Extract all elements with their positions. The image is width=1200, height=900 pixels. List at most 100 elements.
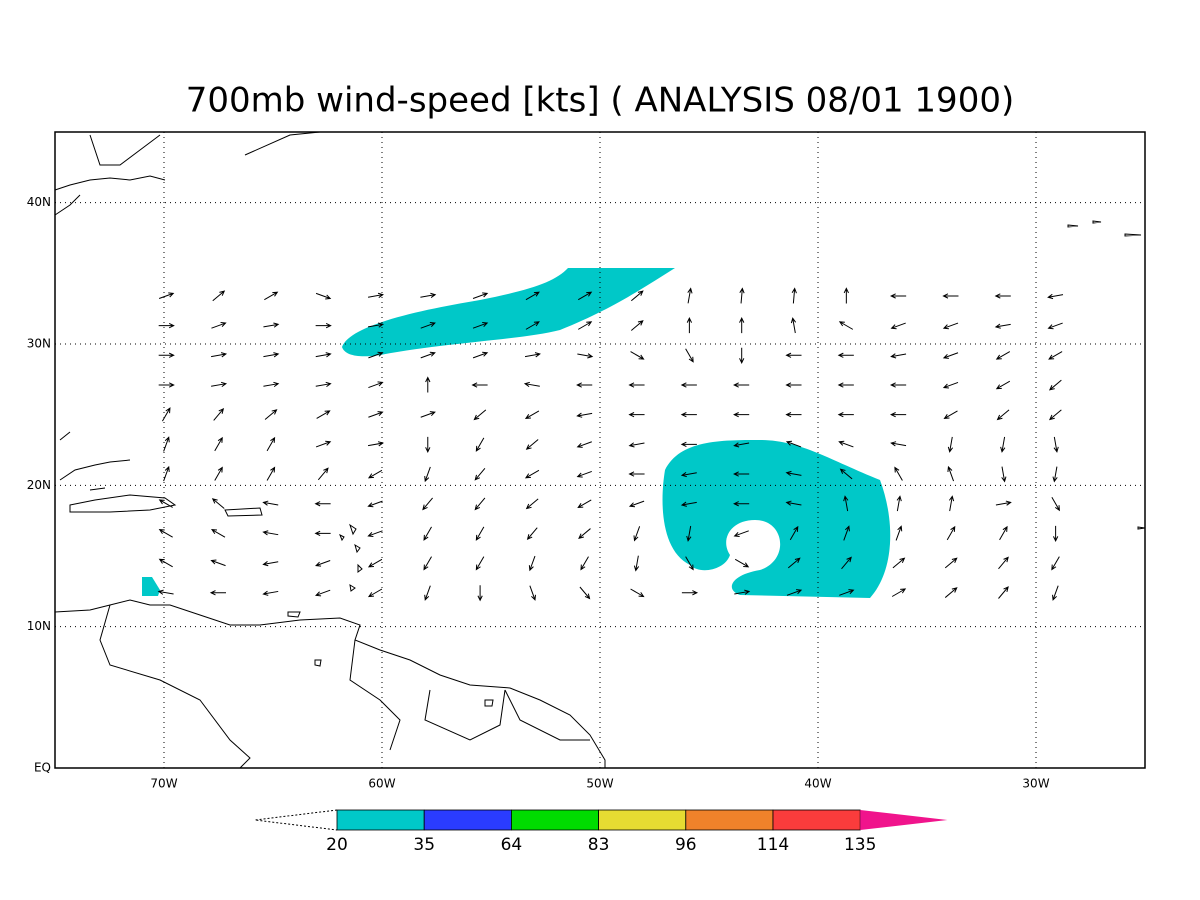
coastline — [287, 220, 1146, 707]
wind-arrow — [734, 589, 751, 595]
wind-arrow — [1051, 556, 1060, 571]
colorbar-box — [336, 809, 425, 831]
wind-arrow — [213, 408, 225, 421]
wind-arrow — [628, 471, 645, 477]
wind-arrow — [163, 436, 170, 452]
wind-arrow — [996, 409, 1010, 421]
colorbar-label: 114 — [757, 835, 789, 855]
wind-arrow — [890, 441, 907, 447]
y-tick-label: 40N — [27, 195, 51, 209]
map-title: 700mb wind-speed [kts] ( ANALYSIS 08/01 … — [186, 81, 1014, 121]
wind-arrow — [786, 589, 803, 596]
wind-arrow — [266, 436, 276, 452]
wind-arrow — [576, 412, 593, 418]
wind-arrow — [577, 321, 593, 330]
wind-arrow — [837, 352, 854, 358]
wind-arrow — [843, 287, 849, 304]
wind-arrow — [525, 439, 539, 450]
wind-arrow — [317, 467, 329, 481]
wind-arrow — [942, 293, 959, 299]
wind-arrow — [264, 291, 279, 301]
wind-arrow — [894, 466, 903, 481]
wind-arrow — [368, 411, 384, 418]
wind-arrow — [315, 589, 331, 597]
colorbar-box — [772, 809, 861, 831]
wind-arrow — [891, 588, 907, 597]
wind-arrow — [266, 466, 276, 481]
wind-arrow — [163, 465, 170, 482]
wind-arrow — [420, 322, 436, 329]
wind-arrow — [733, 471, 750, 477]
wind-arrow — [995, 500, 1012, 506]
wind-arrow — [680, 382, 697, 388]
wind-arrow — [733, 530, 749, 537]
wind-arrow — [686, 525, 692, 542]
wind-arrow — [211, 529, 226, 538]
wind-arrow — [890, 353, 907, 359]
wind-arrow — [263, 352, 280, 358]
wind-arrow — [942, 381, 959, 389]
wind-arrow — [472, 322, 489, 329]
wind-arrow — [739, 316, 745, 334]
wind-arrow — [739, 287, 745, 304]
wind-arrow — [733, 382, 750, 388]
wind-arrow — [158, 292, 175, 299]
wind-arrow — [785, 500, 802, 506]
y-tick-label: 30N — [27, 337, 51, 351]
wind-arrow — [214, 466, 223, 481]
shaded-area — [142, 577, 160, 596]
wind-arrow — [315, 292, 332, 300]
wind-arrow — [998, 586, 1009, 599]
wind-arrow — [628, 382, 645, 388]
wind-arrow — [680, 412, 697, 418]
wind-arrow — [843, 525, 850, 541]
wind-arrow — [474, 467, 486, 481]
wind-arrow — [210, 559, 226, 567]
colorbar: 20 35 64 83 96 114 135 — [254, 809, 948, 855]
colorbar-under — [254, 809, 338, 831]
wind-arrow — [425, 376, 431, 393]
wind-arrow — [262, 561, 279, 567]
shaded-area — [342, 268, 675, 357]
wind-arrow — [680, 501, 697, 507]
wind-arrow — [946, 525, 956, 541]
wind-arrow — [580, 556, 589, 571]
wind-arrow — [733, 442, 750, 448]
wind-arrow — [425, 436, 431, 453]
wind-arrow — [525, 291, 540, 301]
wind-arrow — [630, 588, 645, 598]
wind-arrow — [944, 587, 958, 598]
wind-arrow — [477, 585, 483, 602]
wind-arrow — [838, 440, 854, 448]
wind-arrow — [473, 409, 487, 421]
wind-arrow — [368, 351, 384, 359]
wind-arrow — [424, 466, 431, 483]
wind-arrow — [423, 526, 432, 541]
wind-arrow — [681, 590, 699, 596]
wind-arrow — [890, 322, 906, 330]
wind-arrow — [892, 557, 906, 569]
wind-arrow — [995, 351, 1011, 360]
wind-arrow — [837, 382, 854, 388]
wind-arrow — [1047, 293, 1064, 300]
wind-arrow — [316, 410, 331, 419]
wind-arrow — [1047, 322, 1063, 330]
wind-arrow — [1048, 409, 1062, 421]
wind-arrow — [577, 499, 592, 509]
wind-arrow — [841, 556, 852, 570]
wind-arrows — [157, 287, 1064, 602]
wind-arrow — [890, 412, 907, 418]
wind-arrow — [837, 412, 854, 418]
colorbar-over — [860, 810, 948, 830]
wind-arrow — [526, 527, 538, 541]
x-tick-label: 40W — [804, 777, 831, 791]
wind-arrow — [471, 382, 488, 388]
wind-arrow — [314, 501, 331, 507]
wind-arrow — [576, 441, 592, 448]
wind-arrow — [1048, 351, 1063, 360]
wind-arrow — [1000, 436, 1006, 453]
wind-arrow — [630, 290, 644, 302]
wind-arrow — [890, 293, 907, 299]
x-tick-label: 50W — [586, 777, 613, 791]
wind-arrow — [475, 556, 485, 571]
